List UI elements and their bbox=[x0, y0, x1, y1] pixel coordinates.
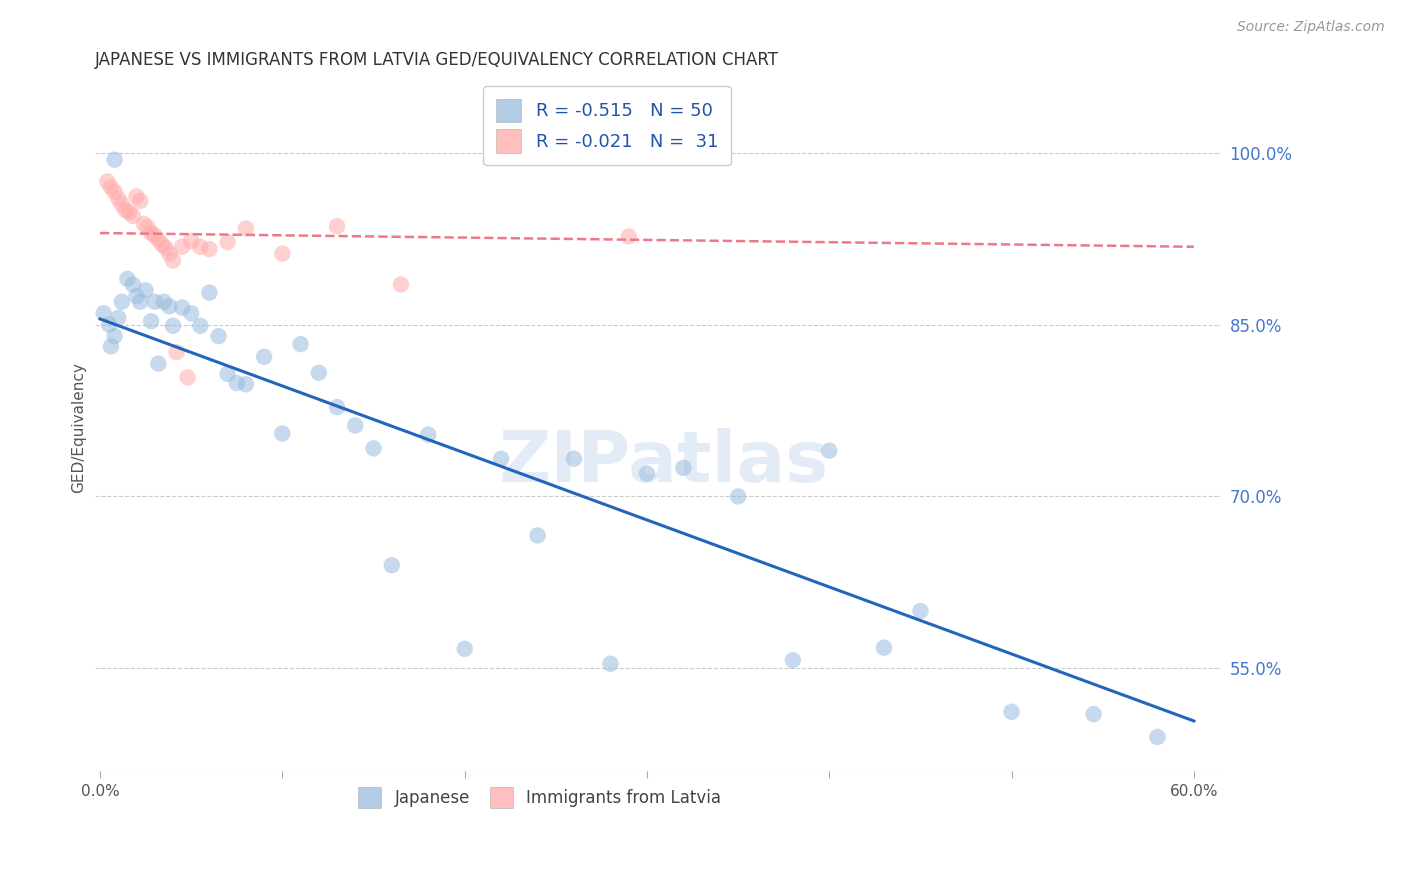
Point bbox=[418, 427, 440, 442]
Point bbox=[157, 299, 180, 313]
Point bbox=[93, 306, 115, 320]
Point bbox=[344, 418, 367, 433]
Point bbox=[636, 467, 658, 481]
Point bbox=[290, 337, 312, 351]
Point bbox=[389, 277, 412, 292]
Point bbox=[198, 242, 221, 256]
Point bbox=[111, 294, 134, 309]
Point bbox=[271, 246, 294, 260]
Point bbox=[153, 294, 176, 309]
Point bbox=[176, 370, 198, 384]
Point bbox=[125, 289, 148, 303]
Point bbox=[672, 460, 695, 475]
Point bbox=[326, 219, 349, 234]
Point bbox=[180, 306, 202, 320]
Point bbox=[100, 180, 122, 194]
Point bbox=[217, 367, 239, 381]
Point bbox=[235, 221, 257, 235]
Point bbox=[271, 426, 294, 441]
Point bbox=[217, 235, 239, 250]
Point bbox=[104, 329, 127, 343]
Point bbox=[104, 153, 127, 167]
Point bbox=[172, 240, 194, 254]
Point bbox=[118, 205, 141, 219]
Point bbox=[818, 443, 841, 458]
Point bbox=[98, 318, 121, 332]
Point bbox=[157, 246, 180, 260]
Point bbox=[207, 329, 229, 343]
Text: ZIPatlas: ZIPatlas bbox=[499, 427, 828, 497]
Point bbox=[198, 285, 221, 300]
Point bbox=[166, 345, 188, 359]
Point bbox=[308, 366, 330, 380]
Point bbox=[121, 277, 143, 292]
Point bbox=[129, 194, 152, 208]
Point bbox=[873, 640, 896, 655]
Point bbox=[162, 253, 184, 268]
Point bbox=[117, 272, 139, 286]
Point bbox=[489, 451, 512, 466]
Point bbox=[155, 241, 177, 255]
Point bbox=[326, 400, 349, 414]
Point bbox=[727, 490, 749, 504]
Text: Source: ZipAtlas.com: Source: ZipAtlas.com bbox=[1237, 20, 1385, 34]
Point bbox=[188, 240, 211, 254]
Point bbox=[363, 442, 385, 456]
Point bbox=[526, 528, 548, 542]
Point bbox=[143, 294, 166, 309]
Point bbox=[107, 310, 129, 325]
Point bbox=[114, 203, 136, 218]
Point bbox=[188, 318, 211, 333]
Point bbox=[782, 653, 804, 667]
Point bbox=[104, 185, 127, 199]
Y-axis label: GED/Equivalency: GED/Equivalency bbox=[72, 362, 86, 493]
Point bbox=[253, 350, 276, 364]
Point bbox=[132, 217, 155, 231]
Point bbox=[148, 233, 170, 247]
Point bbox=[111, 197, 134, 211]
Text: JAPANESE VS IMMIGRANTS FROM LATVIA GED/EQUIVALENCY CORRELATION CHART: JAPANESE VS IMMIGRANTS FROM LATVIA GED/E… bbox=[94, 51, 779, 69]
Point bbox=[225, 376, 247, 390]
Point bbox=[562, 451, 585, 466]
Point bbox=[599, 657, 621, 671]
Point bbox=[381, 558, 404, 573]
Point bbox=[143, 228, 166, 243]
Point bbox=[910, 604, 932, 618]
Point bbox=[1146, 730, 1168, 744]
Point bbox=[235, 377, 257, 392]
Point bbox=[150, 237, 173, 252]
Point bbox=[136, 220, 159, 235]
Legend: Japanese, Immigrants from Latvia: Japanese, Immigrants from Latvia bbox=[352, 780, 728, 814]
Point bbox=[1000, 705, 1022, 719]
Point bbox=[121, 209, 143, 223]
Point bbox=[172, 301, 194, 315]
Point bbox=[162, 318, 184, 333]
Point bbox=[125, 189, 148, 203]
Point bbox=[135, 283, 157, 297]
Point bbox=[96, 174, 118, 188]
Point bbox=[1083, 707, 1105, 722]
Point bbox=[180, 234, 202, 248]
Point bbox=[148, 357, 170, 371]
Point bbox=[129, 294, 152, 309]
Point bbox=[100, 339, 122, 353]
Point bbox=[453, 641, 475, 656]
Point bbox=[617, 229, 640, 244]
Point bbox=[139, 226, 162, 240]
Point bbox=[107, 192, 129, 206]
Point bbox=[139, 314, 162, 328]
